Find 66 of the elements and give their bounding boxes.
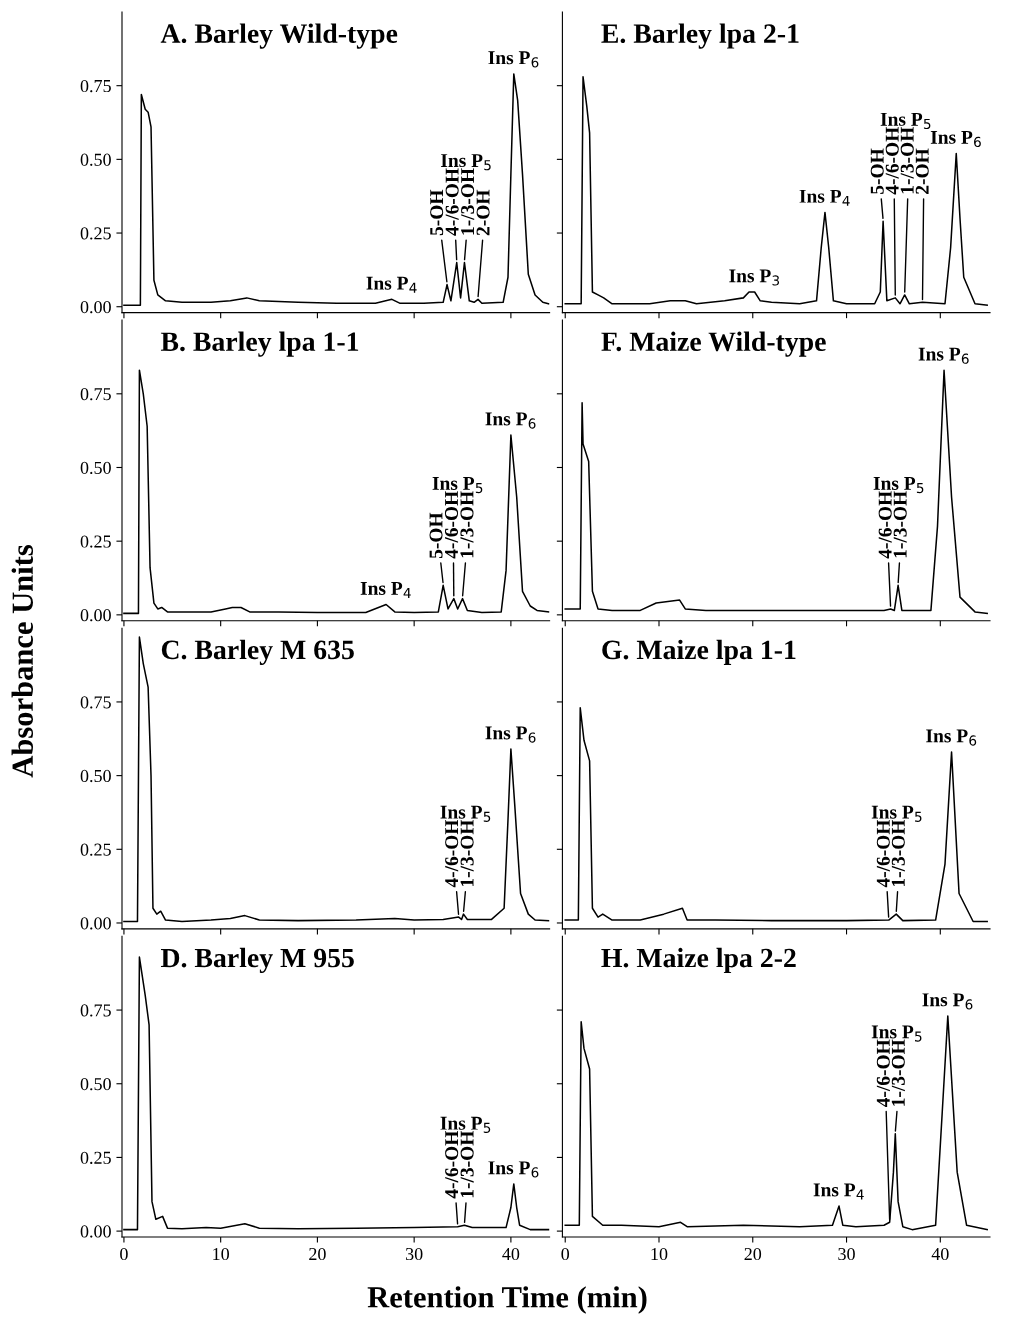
annotation: 1-/3-OH: [891, 1039, 905, 1106]
annotation: 1-/3-OH: [891, 819, 905, 887]
annotation: 5-OH: [429, 512, 443, 559]
annotation: 1-/3-OH: [460, 819, 474, 887]
y-tick-label: 0.00: [80, 300, 111, 314]
x-tick-label: 30: [838, 1247, 855, 1261]
chart-title: D. Barley M 955: [160, 947, 354, 974]
y-tick-label: 0.75: [80, 696, 111, 709]
annotation: 2-OH: [915, 148, 929, 194]
x-axis-title: Retention Time (min): [367, 1286, 647, 1314]
annotation: 1-/3-OH: [460, 491, 474, 558]
annotation: Ins P$_{3}$: [729, 269, 780, 286]
y-tick-label: 0.75: [80, 1004, 111, 1017]
x-tick-label: 20: [744, 1247, 762, 1261]
chart-title: B. Barley lpa 1-1: [160, 331, 359, 357]
annotation: Ins P$_{4}$: [813, 1183, 864, 1200]
annotation: 5-OH: [430, 189, 444, 236]
y-tick-label: 0.50: [80, 769, 111, 783]
y-tick-label: 0.25: [80, 1151, 111, 1164]
y-tick-label: 0.25: [80, 843, 111, 856]
chart-title: A. Barley Wild-type: [160, 23, 398, 49]
x-tick-label: 0: [120, 1247, 128, 1261]
annotation: 1-/3-OH: [900, 127, 914, 194]
y-tick-label: 0.25: [80, 227, 111, 240]
annotation: Ins P$_{6}$: [485, 726, 536, 743]
x-tick-label: 40: [502, 1247, 520, 1261]
y-tick-label: 0.00: [80, 609, 111, 622]
y-tick-label: 0.50: [80, 1078, 111, 1091]
y-axis-title: Absorbance Units: [11, 545, 34, 778]
x-tick-label: 20: [309, 1247, 326, 1261]
annotation: Ins P$_{6}$: [918, 347, 969, 364]
y-tick-label: 0.00: [80, 1225, 111, 1238]
chart-title: H. Maize lpa 2-2: [601, 947, 796, 974]
chart-title: E. Barley lpa 2-1: [601, 23, 799, 49]
annotation: Ins P$_{6}$: [926, 729, 977, 746]
y-tick-label: 0.50: [80, 153, 111, 166]
x-tick-label: 0: [561, 1247, 570, 1261]
x-tick-label: 10: [213, 1247, 230, 1261]
y-tick-label: 0.75: [80, 79, 111, 93]
annotation: 4-/6-OH: [876, 1039, 890, 1108]
annotation: Ins P$_{4}$: [799, 189, 850, 206]
annotation: 5-OH: [870, 148, 884, 194]
annotation: Ins P$_{6}$: [930, 130, 981, 148]
annotation: 4-/6-OH: [876, 819, 890, 888]
annotation: 4-/6-OH: [445, 1130, 459, 1199]
chart-title: G. Maize lpa 1-1: [602, 639, 796, 665]
x-tick-label: 30: [405, 1247, 423, 1261]
y-tick-label: 0.50: [80, 461, 111, 475]
annotation: Ins P$_{6}$: [922, 993, 973, 1010]
annotation: Ins P$_{6}$: [485, 412, 536, 429]
annotation: Ins P$_{6}$: [488, 51, 539, 68]
annotation: Ins P$_{4}$: [360, 582, 411, 598]
chart-title: F. Maize Wild-type: [601, 331, 826, 357]
chart-title: C. Barley M 635: [161, 639, 354, 665]
annotation: 1-/3-OH: [460, 1130, 474, 1198]
annotation: Ins P$_{6}$: [488, 1161, 539, 1178]
y-tick-label: 0.25: [80, 535, 111, 548]
annotation: Ins P$_{4}$: [366, 276, 417, 293]
x-tick-label: 40: [931, 1247, 949, 1261]
annotation: 4-/6-OH: [445, 819, 459, 888]
x-tick-label: 10: [651, 1247, 668, 1261]
y-tick-label: 0.75: [80, 388, 111, 401]
y-tick-label: 0.00: [80, 917, 111, 930]
annotation: 1-/3-OH: [893, 491, 907, 558]
annotation: 2-OH: [476, 189, 490, 236]
annotation: 4-/6-OH: [445, 168, 459, 236]
